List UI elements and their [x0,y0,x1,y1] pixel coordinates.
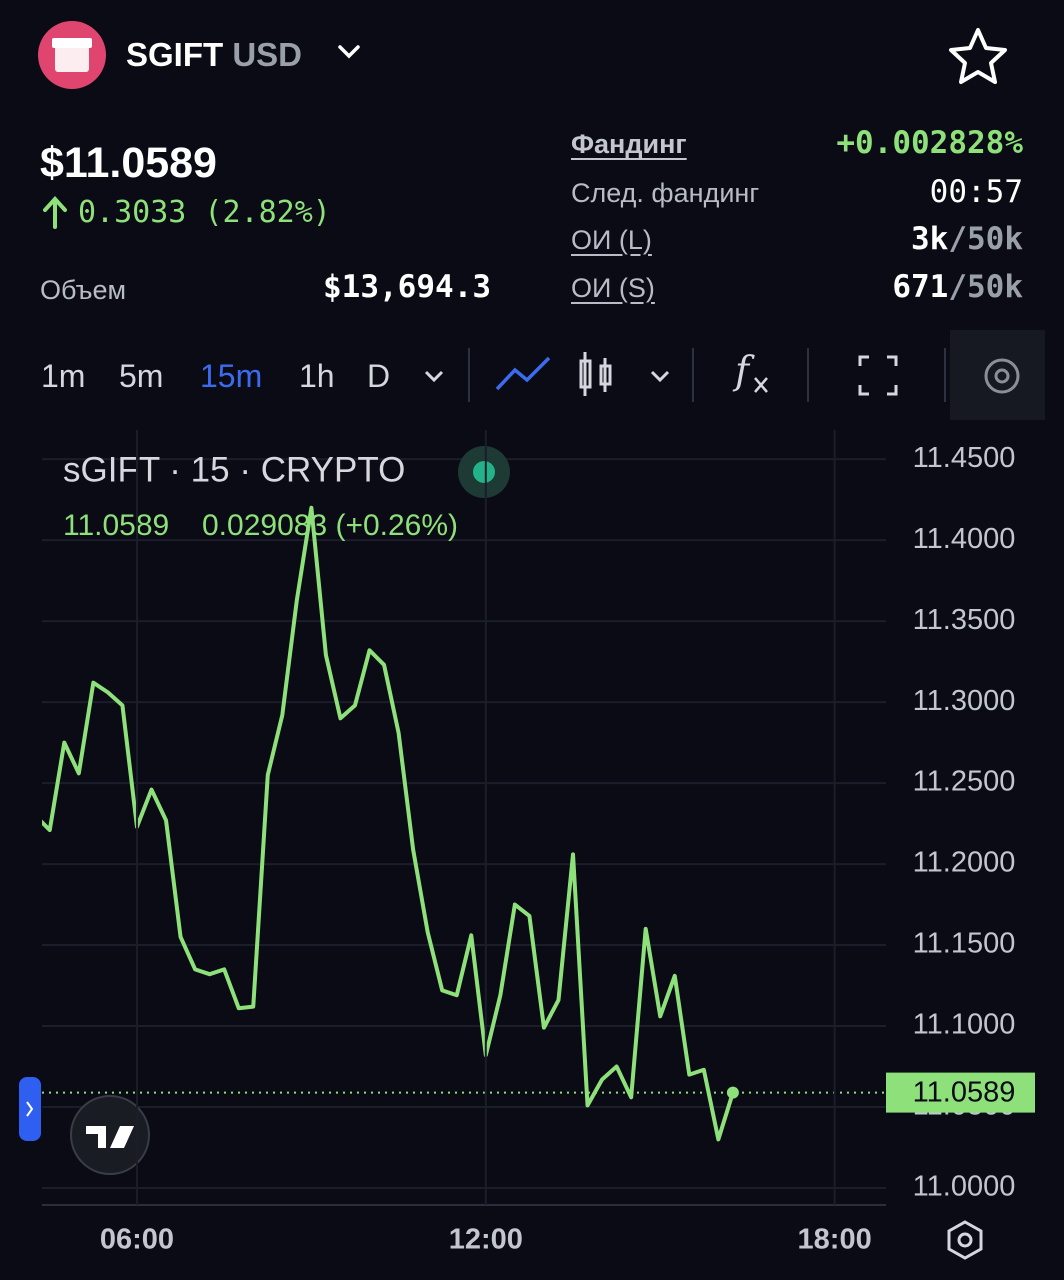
y-tick-label: 11.3500 [913,604,1016,636]
separator [692,348,694,402]
separator [807,348,809,402]
gift-icon [55,46,89,72]
x-tick-label: 06:00 [100,1224,174,1256]
separator [944,348,946,402]
separator [468,348,470,402]
last-price-box [886,1072,1035,1113]
legend-price: 11.0589 [63,509,169,542]
y-tick-label: 11.2000 [913,847,1016,879]
last-price: $11.0589 [40,139,217,187]
volume-label: Объем [40,275,127,305]
interval-dropdown[interactable] [424,370,444,383]
y-tick-label: 11.2500 [913,766,1016,798]
last-price-label: 11.0589 [913,1076,1016,1108]
oi-long: 3k/50k [911,224,1023,255]
chart-settings-hub [957,1232,973,1248]
next-funding-value: 00:57 [929,174,1023,210]
up-arrow [43,196,67,229]
y-tick-label: 11.3000 [913,685,1016,717]
oi-short-label[interactable]: ОИ (S) [571,273,655,303]
indicators-x [754,377,768,393]
line-chart-icon[interactable] [495,356,551,391]
funding-label[interactable]: Фандинг [571,129,687,159]
settings-hub [994,368,1010,384]
settings-icon[interactable] [984,358,1020,394]
gift-lid [52,38,92,48]
last-point [726,1086,739,1099]
y-tick-label: 11.1500 [913,928,1016,960]
symbol[interactable]: SGIFT USD [126,38,302,71]
status-dot [473,461,495,483]
interval-button[interactable]: 15m [200,358,263,394]
y-tick-label: 11.4500 [913,442,1016,474]
side-panel-tab[interactable] [19,1077,41,1141]
header-icons [38,21,1007,229]
oi-short: 671/50k [892,272,1023,303]
y-tick-label: 11.1000 [913,1009,1016,1041]
tradingview-mark [86,1126,134,1148]
volume: $13,694.3 [323,269,491,305]
candles-icon[interactable] [579,352,612,396]
oi-long-label[interactable]: ОИ (L) [571,225,652,255]
x-tick-label: 12:00 [449,1224,523,1256]
tab-arrow [26,1101,34,1117]
symbol-dropdown[interactable] [338,45,360,59]
legend-title: sGIFT · 15 · CRYPTO [63,450,405,489]
symbol-base: SGIFT [126,36,224,73]
oi-short-limit: /50k [948,269,1023,305]
interval-button[interactable]: 5m [119,358,164,394]
plot-area [42,458,886,1189]
chart-settings-icon[interactable] [947,1220,983,1260]
funding-value: +0.002828% [836,125,1023,161]
next-funding-label: След. фандинг [571,178,760,208]
interval-button[interactable]: D [367,358,391,394]
tradingview-logo[interactable] [70,1095,150,1175]
symbol-quote: USD [232,36,303,73]
fullscreen-icon[interactable] [858,355,898,396]
y-tick-label: 11.4000 [913,523,1016,555]
oi-long-limit: /50k [948,221,1023,257]
oi-short-value: 671 [892,269,949,305]
favorite-star[interactable] [949,28,1007,84]
interval-button[interactable]: 1h [299,358,335,394]
oi-long-value: 3k [911,221,949,257]
price-line [42,505,735,1142]
x-tick-label: 18:00 [798,1224,872,1256]
legend-change: 0.029083 (+0.26%) [202,509,458,542]
interval-button[interactable]: 1m [41,358,86,394]
chart-type-dropdown[interactable] [650,370,670,383]
y-tick-label: 11.0000 [913,1171,1016,1203]
price-change: 0.3033 (2.82%) [78,195,331,230]
toolbar-icons: f [424,349,1020,396]
